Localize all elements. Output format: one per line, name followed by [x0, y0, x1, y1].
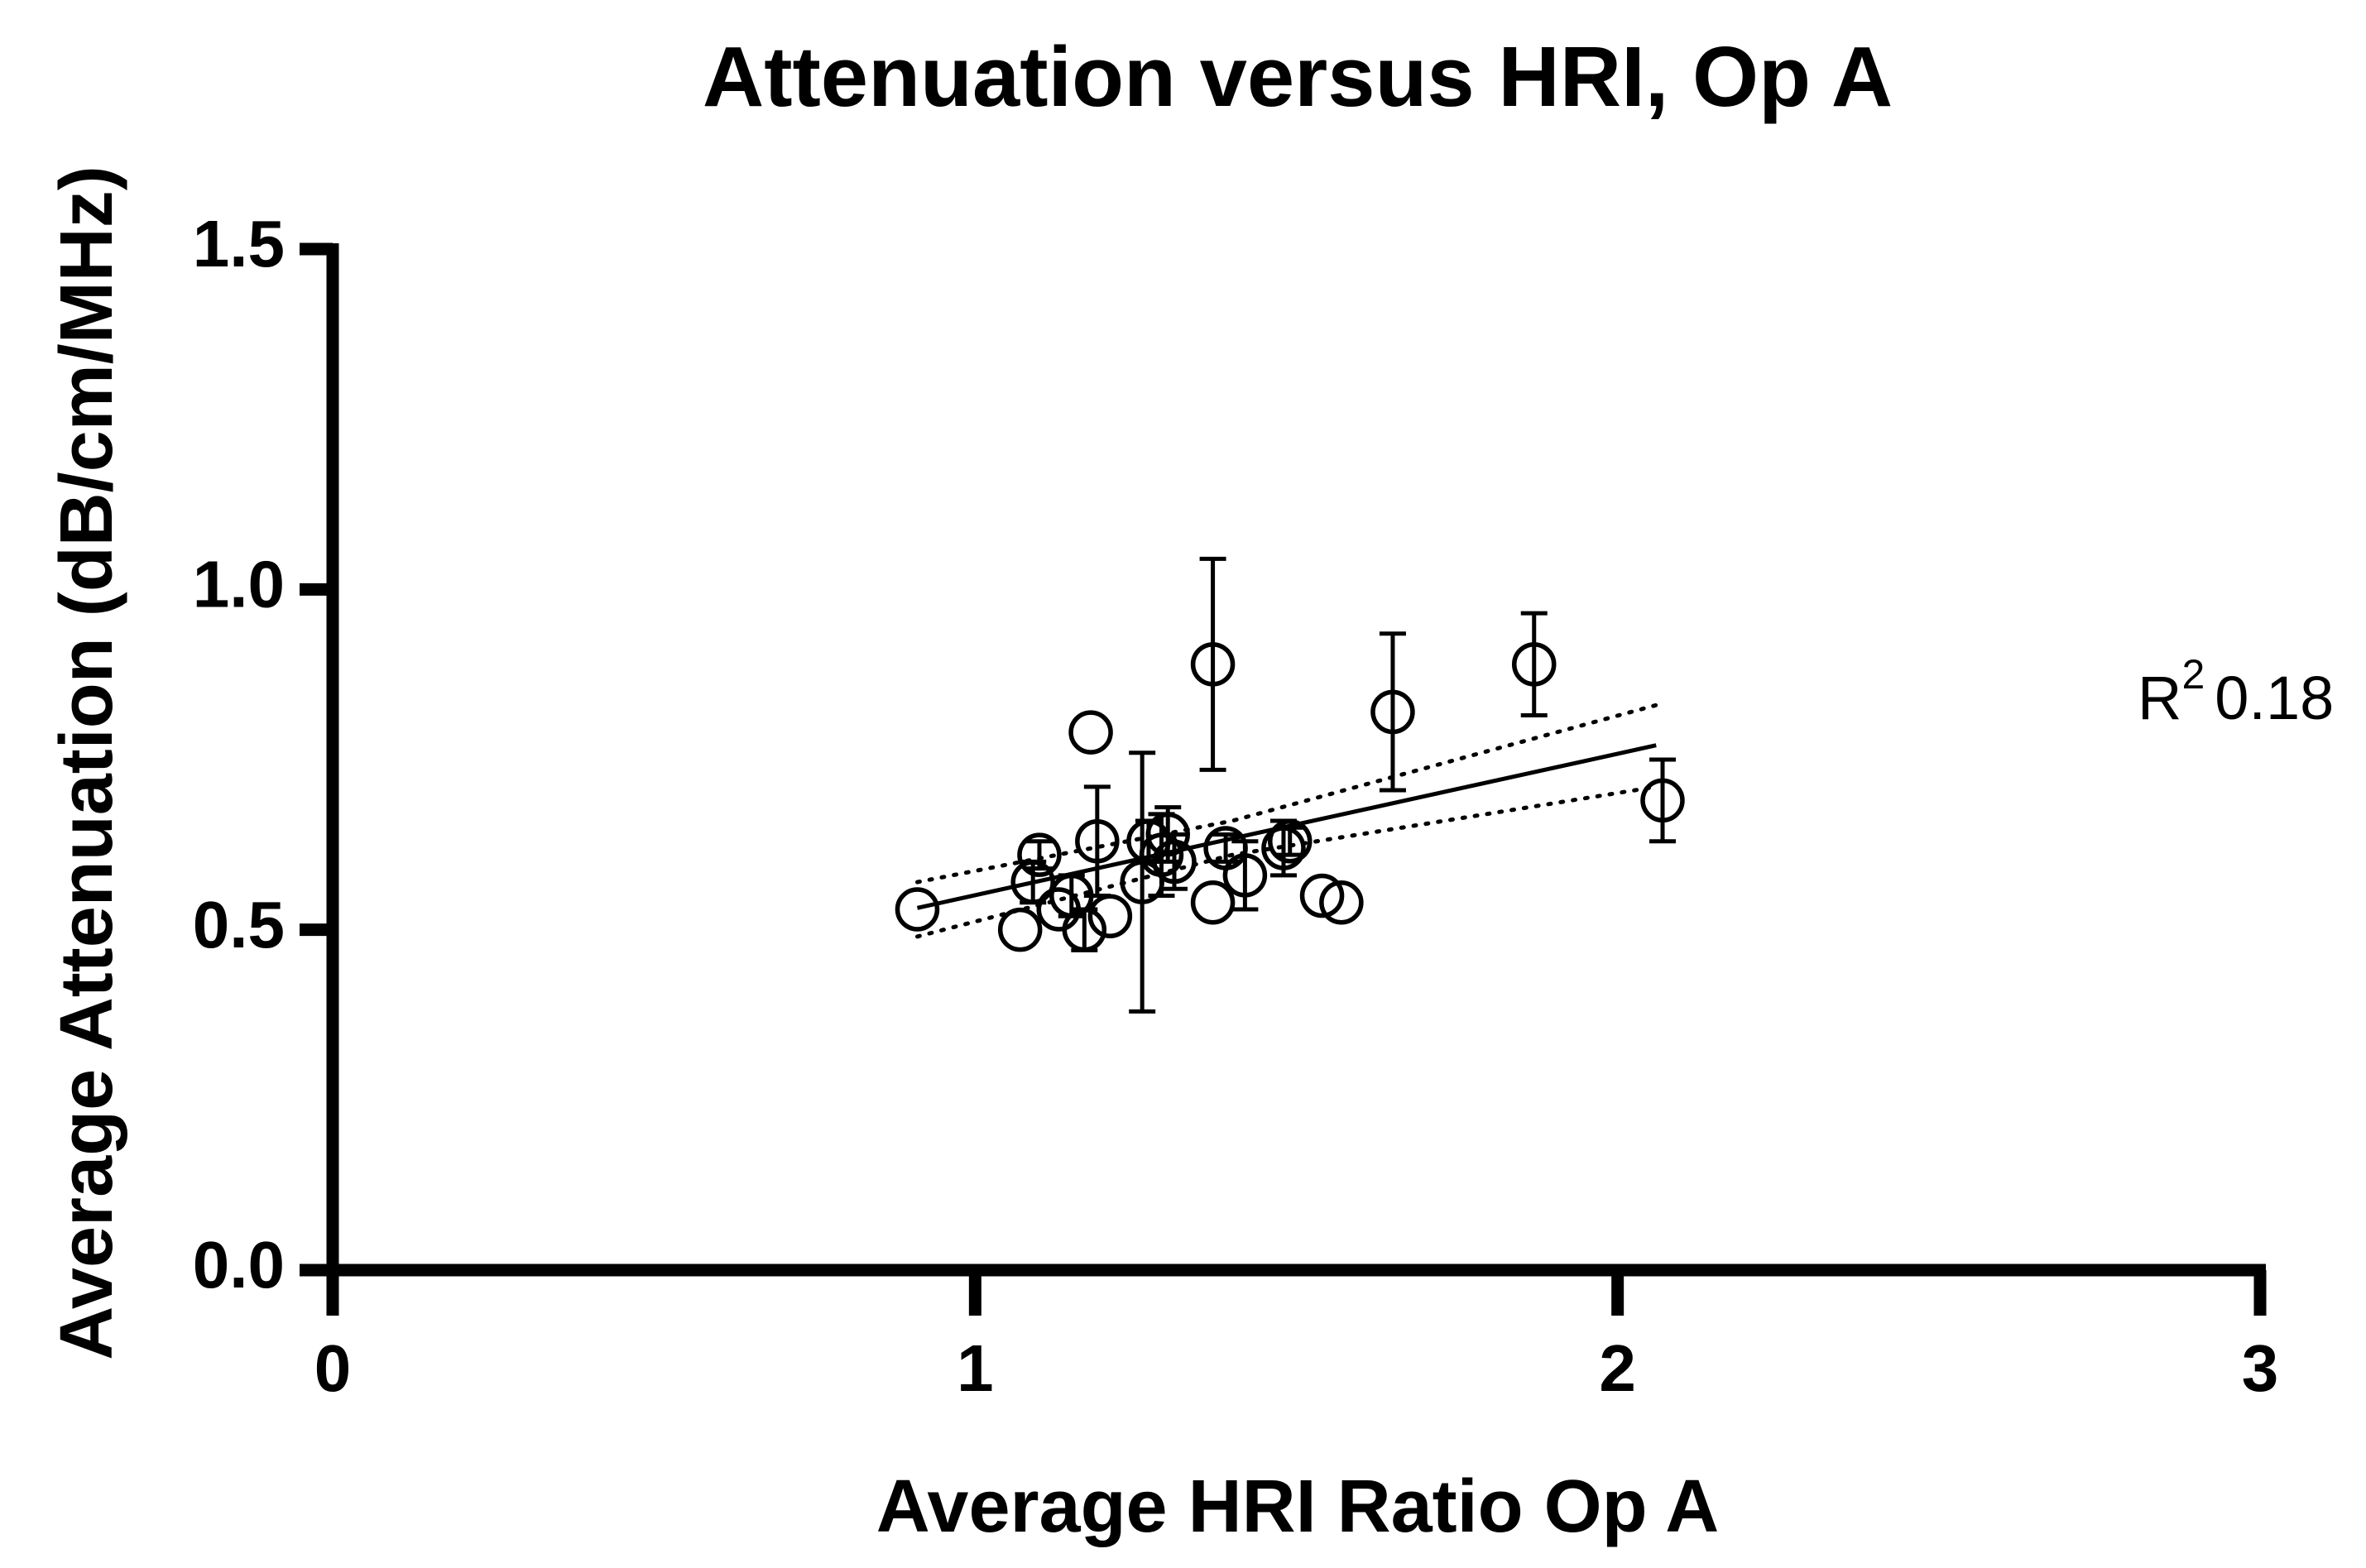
error-bar [1520, 611, 1548, 718]
x-tick-label: 0 [314, 1331, 352, 1405]
point [1152, 839, 1197, 885]
annotation-text: R [2138, 664, 2181, 732]
error-bar [1212, 832, 1240, 864]
point [997, 907, 1043, 952]
annotation-superscript: 2 [2181, 651, 2205, 698]
error-bar [1129, 750, 1156, 1014]
annotation: R2 0.18 [2138, 651, 2334, 731]
error-bar [1199, 556, 1226, 772]
point [1319, 880, 1364, 925]
x-tick-label: 1 [957, 1331, 994, 1405]
point [1190, 880, 1236, 925]
point [1370, 689, 1415, 735]
point [1068, 710, 1113, 755]
error-bar [1276, 825, 1303, 857]
x-tick-label: 3 [2242, 1331, 2279, 1405]
point [1267, 818, 1313, 864]
x-tick-label: 2 [1599, 1331, 1636, 1405]
y-tick-label: 1.0 [193, 547, 285, 621]
confidence-lower [914, 784, 1658, 939]
point [1511, 642, 1557, 687]
point [895, 887, 940, 932]
point [1075, 818, 1120, 864]
x-axis-label: Average HRI Ratio Op A [876, 1465, 1720, 1548]
error-bar [1649, 757, 1677, 844]
point [1222, 853, 1268, 898]
error-bar [1083, 784, 1111, 899]
point [1299, 873, 1345, 918]
confidence-upper [914, 702, 1658, 885]
y-axis-label: Average Attenuation (dB/cm/MHz) [46, 165, 128, 1359]
point [1087, 894, 1133, 938]
error-bar [1025, 839, 1053, 871]
point [1640, 778, 1685, 823]
point [1190, 642, 1236, 687]
error-bar [1231, 839, 1259, 912]
y-tick-label: 1.5 [193, 207, 285, 281]
fit-line [916, 743, 1657, 910]
annotation-value: 0.18 [2215, 664, 2334, 732]
point [1010, 860, 1055, 904]
chart-title: Attenuation versus HRI, Op A [703, 29, 1893, 124]
y-tick-label: 0.0 [193, 1228, 285, 1302]
point [1017, 832, 1062, 877]
y-tick-label: 0.5 [193, 888, 285, 961]
error-bar [1379, 631, 1406, 793]
point [1062, 907, 1107, 952]
point [1145, 812, 1190, 857]
